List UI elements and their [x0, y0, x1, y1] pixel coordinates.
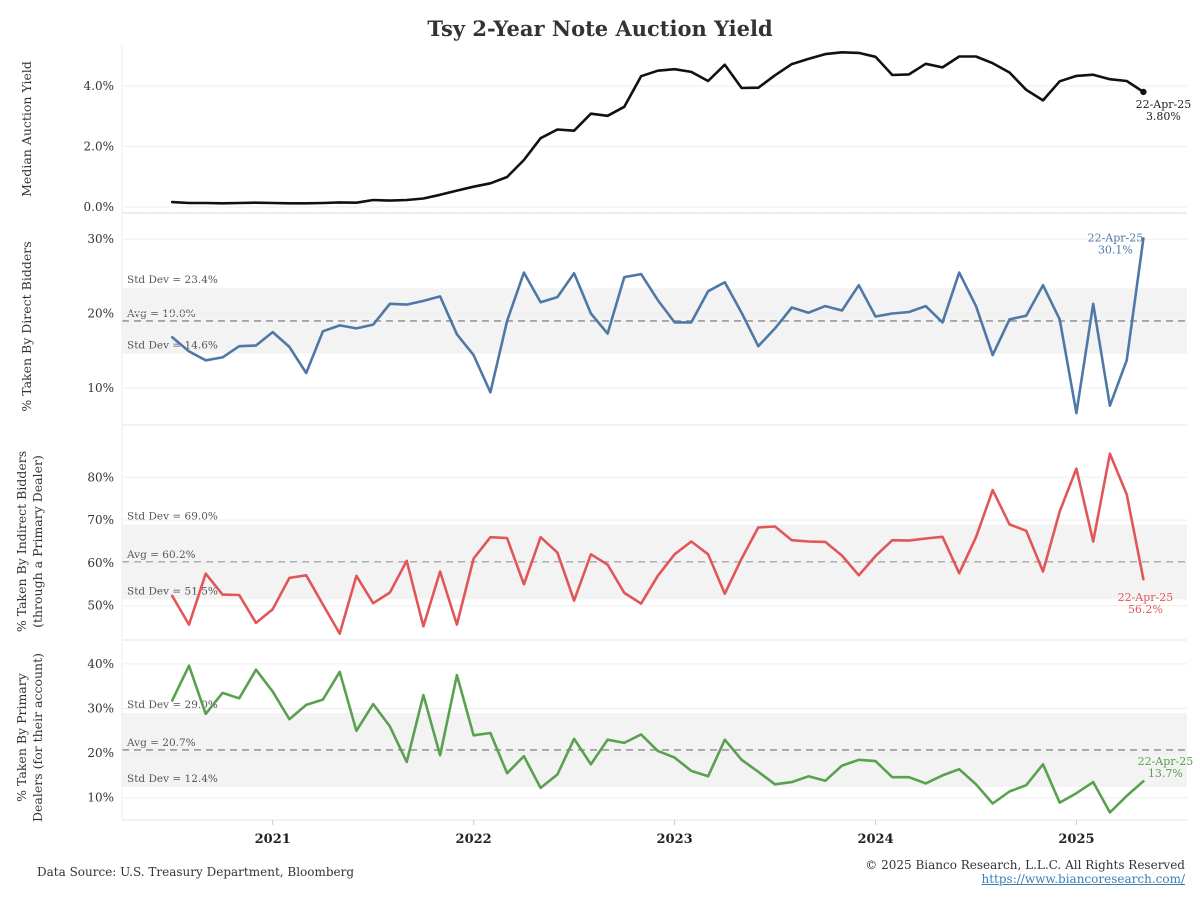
copyright-text: © 2025 Bianco Research, L.L.C. All Right… — [865, 858, 1185, 872]
y-tick-label: 40% — [87, 657, 114, 671]
std-dev-upper-label: Std Dev = 29.0% — [127, 699, 218, 711]
y-tick-label: 10% — [87, 381, 114, 395]
y-axis-title: % Taken By Primary — [14, 672, 29, 802]
data-source: Data Source: U.S. Treasury Department, B… — [37, 865, 355, 879]
panel-3: Std Dev = 69.0% Avg = 60.2% Std Dev = 51.5… — [14, 451, 1187, 641]
series-line — [170, 50, 1145, 205]
y-tick-label: 20% — [87, 306, 114, 320]
x-tick-label: 2023 — [657, 832, 693, 847]
std-dev-lower-label: Std Dev = 12.4% — [127, 773, 218, 785]
y-axis-title: Dealers (for their account) — [30, 653, 45, 822]
y-tick-label: 2.0% — [84, 139, 115, 153]
y-axis-title: (through a Primary Dealer) — [30, 455, 45, 628]
panel-4: Std Dev = 29.0% Avg = 20.7% Std Dev = 12.4… — [14, 653, 1193, 822]
copyright: © 2025 Bianco Research, L.L.C. All Right… — [865, 858, 1185, 886]
std-dev-upper-label: Std Dev = 69.0% — [127, 510, 218, 522]
y-tick-label: 30% — [87, 702, 114, 716]
chart-title: Tsy 2-Year Note Auction Yield — [427, 16, 773, 41]
x-tick-label: 2021 — [255, 832, 291, 847]
y-tick-label: 0.0% — [84, 200, 115, 214]
end-date-label: 22-Apr-25 — [1138, 755, 1194, 768]
end-value-label: 56.2% — [1128, 603, 1163, 616]
panel-1: 0.0% 2.0% 4.0% Median Auction Yield 22-Apr-2… — [19, 50, 1192, 214]
std-dev-lower-label: Std Dev = 14.6% — [127, 340, 218, 352]
series-line — [170, 664, 1145, 814]
end-value-label: 30.1% — [1098, 243, 1133, 256]
end-value-label: 13.7% — [1148, 767, 1183, 780]
y-tick-label: 50% — [87, 599, 114, 613]
end-value-label: 3.80% — [1146, 110, 1181, 123]
website-link[interactable]: https://www.biancoresearch.com/ — [981, 872, 1185, 886]
std-dev-lower-label: Std Dev = 51.5% — [127, 585, 218, 597]
y-axis-title: % Taken By Indirect Bidders — [14, 451, 29, 632]
end-point-marker — [1140, 88, 1147, 96]
y-tick-label: 20% — [87, 746, 114, 760]
panel-2: Std Dev = 23.4%Avg = 19.0%Std Dev = 14.6… — [19, 231, 1187, 426]
y-tick-label: 10% — [87, 791, 114, 805]
y-axis-title: % Taken By Direct Bidders — [19, 241, 34, 411]
series-line — [170, 452, 1145, 635]
y-tick-label: 70% — [87, 513, 114, 527]
y-tick-label: 80% — [87, 470, 114, 484]
end-date-label: 22-Apr-25 — [1088, 231, 1144, 244]
average-label: Avg = 60.2% — [126, 549, 196, 561]
y-axis-title: Median Auction Yield — [19, 61, 34, 197]
end-date-label: 22-Apr-25 — [1118, 591, 1174, 604]
std-dev-upper-label: Std Dev = 23.4% — [127, 274, 218, 286]
x-tick-label: 2025 — [1058, 832, 1094, 847]
x-tick-label: 2024 — [857, 832, 893, 847]
y-tick-label: 30% — [87, 232, 114, 246]
average-label: Avg = 20.7% — [126, 737, 196, 749]
x-tick-label: 2022 — [456, 832, 492, 847]
end-date-label: 22-Apr-25 — [1136, 98, 1192, 111]
y-tick-label: 60% — [87, 556, 114, 570]
y-tick-label: 4.0% — [84, 79, 115, 93]
series-line — [170, 237, 1145, 415]
